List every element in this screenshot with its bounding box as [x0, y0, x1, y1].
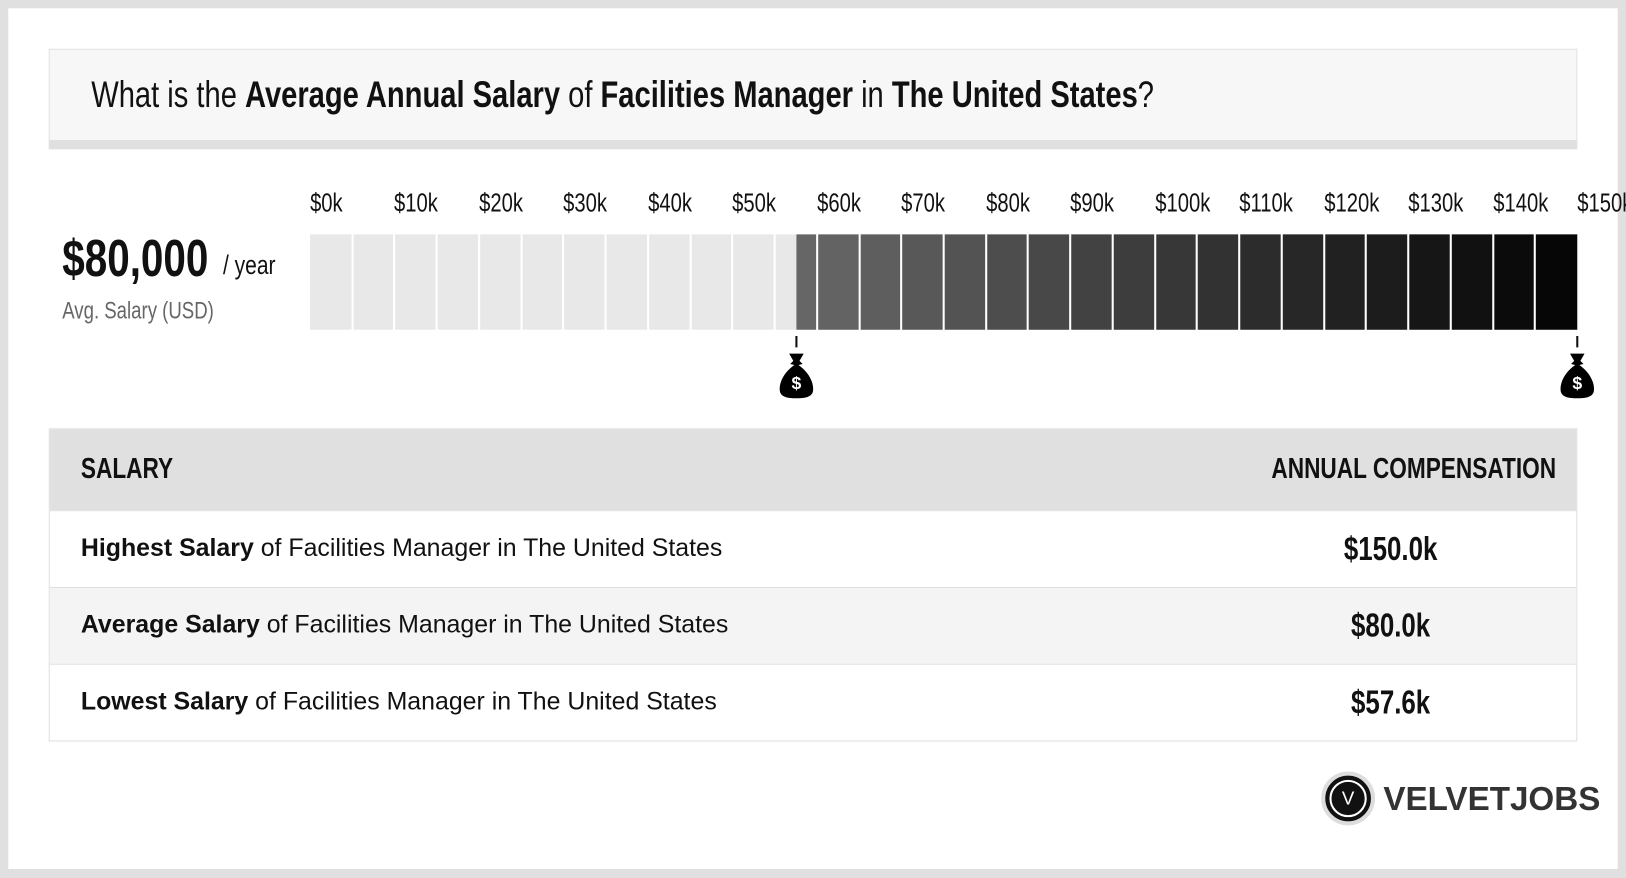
tick-label: $80k: [985, 188, 1030, 218]
money-bag-icon: $: [778, 352, 815, 405]
scale-segment: [606, 234, 647, 330]
tick-label: $60k: [816, 188, 861, 218]
scale-segment: [817, 234, 859, 330]
tick-label: $90k: [1070, 188, 1115, 218]
logo-mark-icon: V: [1321, 771, 1376, 826]
logo-text: VELVETJOBS: [1383, 779, 1601, 817]
row-label: of Facilities Manager in The United Stat…: [253, 534, 723, 563]
tick-label: $0k: [310, 188, 343, 218]
tick-label: $140k: [1492, 188, 1548, 218]
row-value: $57.6k: [1351, 683, 1431, 721]
table-row: Average Salary of Facilities Manager in …: [49, 586, 1577, 664]
tick-label: $20k: [479, 188, 523, 218]
scale-segment: [1155, 234, 1197, 330]
scale-segment: [1282, 234, 1323, 330]
avg-salary-label: Avg. Salary (USD): [62, 296, 214, 324]
tick-label: $10k: [394, 188, 439, 218]
row-label-bold: Highest Salary: [80, 534, 254, 563]
velvetjobs-logo: V VELVETJOBS: [1321, 771, 1601, 826]
scale-segment: [310, 234, 352, 330]
tick-label: $120k: [1323, 188, 1379, 218]
scale-segment: [1367, 234, 1408, 330]
average-salary-amount: $80,000: [62, 229, 209, 288]
scale-segment: [860, 234, 901, 330]
row-label: of Facilities Manager in The United Stat…: [259, 610, 729, 639]
row-value: $80.0k: [1351, 606, 1431, 644]
tick-label: $30k: [563, 188, 608, 218]
table-header: SALARY ANNUAL COMPENSATION: [49, 429, 1577, 511]
per-year-label: / year: [222, 248, 276, 280]
scale-segment: [522, 234, 563, 330]
scale-segment: [353, 234, 394, 330]
scale-segment: [1071, 234, 1112, 330]
row-value: $150.0k: [1343, 529, 1438, 568]
scale-segment: [796, 234, 816, 330]
scale-segment: [1324, 234, 1366, 330]
svg-text:$: $: [792, 373, 802, 393]
scale-segment: [1536, 234, 1578, 330]
scale-segment: [1198, 234, 1239, 330]
scale-segment: [902, 234, 943, 330]
scale-segment: [437, 234, 478, 330]
salary-range-marker: $: [1559, 335, 1596, 405]
table-row: Highest Salary of Facilities Manager in …: [49, 510, 1577, 587]
scale-segment: [986, 234, 1028, 330]
tick-label: $130k: [1408, 188, 1464, 218]
row-label-bold: Average Salary: [80, 610, 260, 639]
tick-label: $70k: [901, 188, 946, 218]
scale-segment: [1409, 234, 1450, 330]
table-row: Lowest Salary of Facilities Manager in T…: [49, 663, 1577, 741]
scale-segment: [564, 234, 605, 330]
scale-segment: [1029, 234, 1070, 330]
scale-segment: [775, 234, 797, 330]
row-label-bold: Lowest Salary: [80, 687, 249, 716]
scale-segment: [1451, 234, 1492, 330]
svg-text:$: $: [1572, 373, 1582, 393]
scale-segment: [1240, 234, 1281, 330]
scale-segment: [395, 234, 436, 330]
scale-segment: [1113, 234, 1154, 330]
tick-label: $110k: [1239, 188, 1293, 218]
scale-segment: [691, 234, 732, 330]
money-bag-icon: $: [1559, 352, 1596, 405]
scale-segment: [649, 234, 690, 330]
tick-label: $150k+: [1577, 188, 1626, 218]
page-title: What is the Average Annual Salary of Fac…: [91, 72, 1154, 116]
title-box: What is the Average Annual Salary of Fac…: [48, 48, 1578, 150]
salary-table: SALARY ANNUAL COMPENSATION Highest Salar…: [48, 428, 1578, 742]
scale-segment: [733, 234, 774, 330]
tick-label: $100k: [1154, 188, 1210, 218]
header-annual-compensation: ANNUAL COMPENSATION: [1271, 452, 1557, 485]
scale-segment: [1493, 234, 1534, 330]
header-salary: SALARY: [80, 452, 174, 485]
salary-range-marker: $: [778, 335, 815, 405]
tick-label: $50k: [732, 188, 777, 218]
row-label: of Facilities Manager in The United Stat…: [248, 687, 717, 716]
tick-label: $40k: [647, 188, 692, 218]
scale-segment: [480, 234, 521, 330]
scale-segment: [944, 234, 985, 330]
